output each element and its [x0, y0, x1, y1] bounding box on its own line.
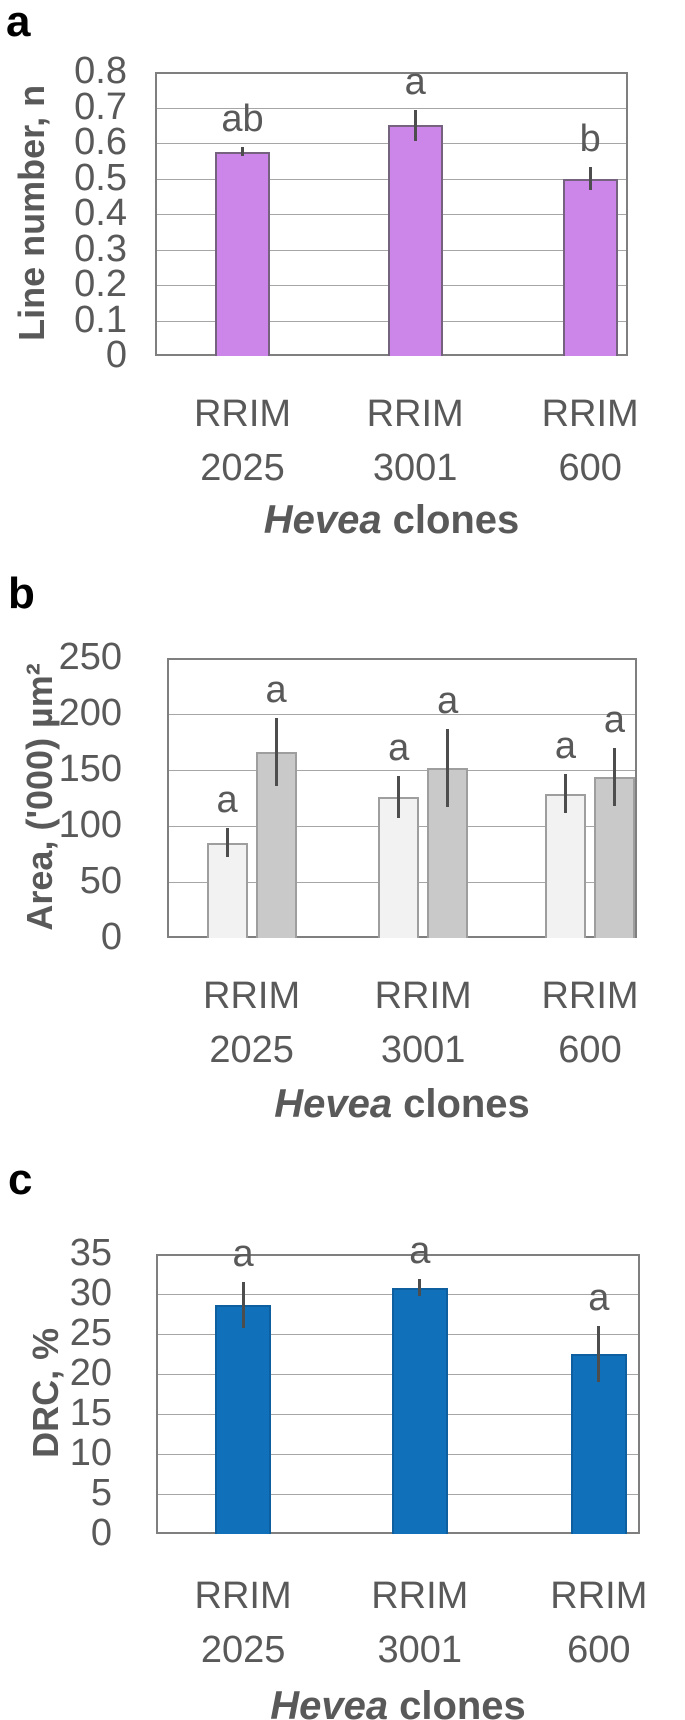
y-tick-label-b: 50	[79, 860, 122, 903]
significance-letter-b: a	[388, 726, 410, 769]
y-tick-label-a: 0.2	[74, 263, 127, 306]
bar-c-rrim-3001-s1	[391, 1287, 448, 1534]
error-bar-b	[446, 728, 450, 807]
significance-letter-b: a	[265, 669, 287, 712]
error-bar-a	[241, 147, 244, 157]
x-category-label-b: RRIM	[203, 975, 301, 1017]
x-category-label-c: 2025	[200, 1629, 286, 1671]
y-tick-label-a: 0.1	[74, 298, 127, 341]
y-tick-label-b: 100	[58, 804, 122, 847]
significance-letter-b: a	[437, 679, 459, 722]
x-category-label-b: 2025	[209, 1029, 294, 1071]
x-category-label-b: 600	[558, 1029, 622, 1071]
y-tick-label-a: 0.5	[74, 156, 127, 199]
x-category-label-a: RRIM	[541, 393, 639, 435]
significance-letter-a: ab	[221, 98, 264, 141]
y-tick-label-a: 0	[105, 334, 127, 377]
x-axis-title-b: Hevea clones	[232, 1084, 572, 1124]
y-tick-label-c: 10	[69, 1432, 112, 1475]
x-category-label-b: RRIM	[374, 975, 472, 1017]
error-bar-c	[597, 1326, 601, 1382]
y-tick-label-c: 30	[69, 1272, 112, 1315]
x-category-label-c: RRIM	[194, 1575, 292, 1617]
x-category-label-a: 3001	[372, 447, 458, 489]
error-bar-b	[225, 828, 229, 858]
significance-letter-b: a	[603, 698, 626, 741]
bar-b-rrim-3001-s1	[378, 796, 420, 938]
y-tick-label-b: 250	[58, 636, 122, 679]
bar-c-rrim-2025-s1	[215, 1305, 272, 1534]
y-tick-label-c: 20	[69, 1352, 112, 1395]
significance-letter-b: a	[554, 725, 577, 768]
significance-letter-a: b	[579, 117, 601, 160]
gridline-a	[157, 107, 626, 109]
x-category-label-c: RRIM	[550, 1575, 648, 1617]
x-category-label-c: RRIM	[371, 1575, 469, 1617]
y-tick-label-b: 0	[100, 916, 122, 959]
x-axis-title-italic-b: Hevea	[274, 1082, 393, 1126]
significance-letter-c: a	[232, 1233, 254, 1275]
bar-a-rrim-3001-s1	[387, 125, 443, 356]
x-category-label-c: 600	[567, 1629, 631, 1671]
error-bar-c	[418, 1278, 422, 1297]
y-tick-label-c: 0	[90, 1512, 112, 1555]
y-tick-label-a: 0.4	[74, 192, 127, 235]
panel-label-a: a	[6, 0, 31, 46]
y-tick-label-a: 0.6	[74, 121, 127, 164]
error-bar-b	[564, 774, 567, 813]
error-bar-c	[241, 1282, 245, 1329]
error-bar-a	[588, 166, 592, 191]
error-bar-b	[274, 718, 278, 786]
x-category-label-a: RRIM	[193, 393, 292, 435]
significance-letter-b: a	[216, 779, 238, 822]
y-tick-label-c: 35	[69, 1232, 112, 1275]
y-tick-label-b: 150	[58, 748, 122, 791]
x-axis-title-regular-b: clones	[403, 1082, 530, 1126]
significance-letter-a: a	[404, 60, 426, 103]
error-bar-b	[397, 775, 401, 819]
significance-letter-c: a	[409, 1229, 431, 1272]
x-axis-title-regular-c: clones	[399, 1684, 526, 1720]
x-axis-title-italic-a: Hevea	[263, 498, 382, 542]
x-category-label-a: 2025	[200, 447, 285, 489]
error-bar-a	[413, 109, 417, 141]
bar-b-rrim-3001-s2	[427, 767, 469, 938]
x-category-label-a: 600	[558, 447, 622, 489]
bar-c-rrim-600-s1	[570, 1354, 627, 1534]
bar-b-rrim-2025-s1	[206, 842, 248, 938]
x-axis-title-regular-a: clones	[392, 498, 520, 542]
bar-a-rrim-2025-s1	[215, 151, 270, 356]
error-bar-b	[613, 747, 616, 806]
x-axis-title-c: Hevea clones	[228, 1686, 568, 1720]
significance-letter-c: a	[588, 1277, 610, 1319]
x-category-label-b: 3001	[380, 1029, 466, 1071]
x-category-label-b: RRIM	[541, 975, 639, 1017]
panel-label-c: c	[8, 1155, 33, 1204]
panel-label-b: b	[8, 569, 35, 618]
x-category-label-a: RRIM	[366, 393, 464, 435]
y-tick-label-c: 25	[69, 1312, 112, 1355]
y-tick-label-a: 0.8	[74, 50, 127, 93]
x-axis-title-a: Hevea clones	[222, 500, 562, 540]
gridline-b	[169, 770, 635, 771]
y-tick-label-a: 0.3	[74, 227, 127, 270]
y-tick-label-b: 200	[58, 692, 122, 735]
x-axis-title-italic-c: Hevea	[270, 1684, 389, 1720]
bar-b-rrim-600-s1	[545, 793, 586, 938]
y-tick-label-c: 5	[90, 1472, 112, 1515]
gridline-b	[169, 714, 635, 715]
bar-a-rrim-600-s1	[562, 178, 618, 356]
y-tick-label-a: 0.7	[74, 85, 127, 128]
y-tick-label-c: 15	[69, 1392, 112, 1435]
x-category-label-c: 3001	[377, 1629, 463, 1671]
